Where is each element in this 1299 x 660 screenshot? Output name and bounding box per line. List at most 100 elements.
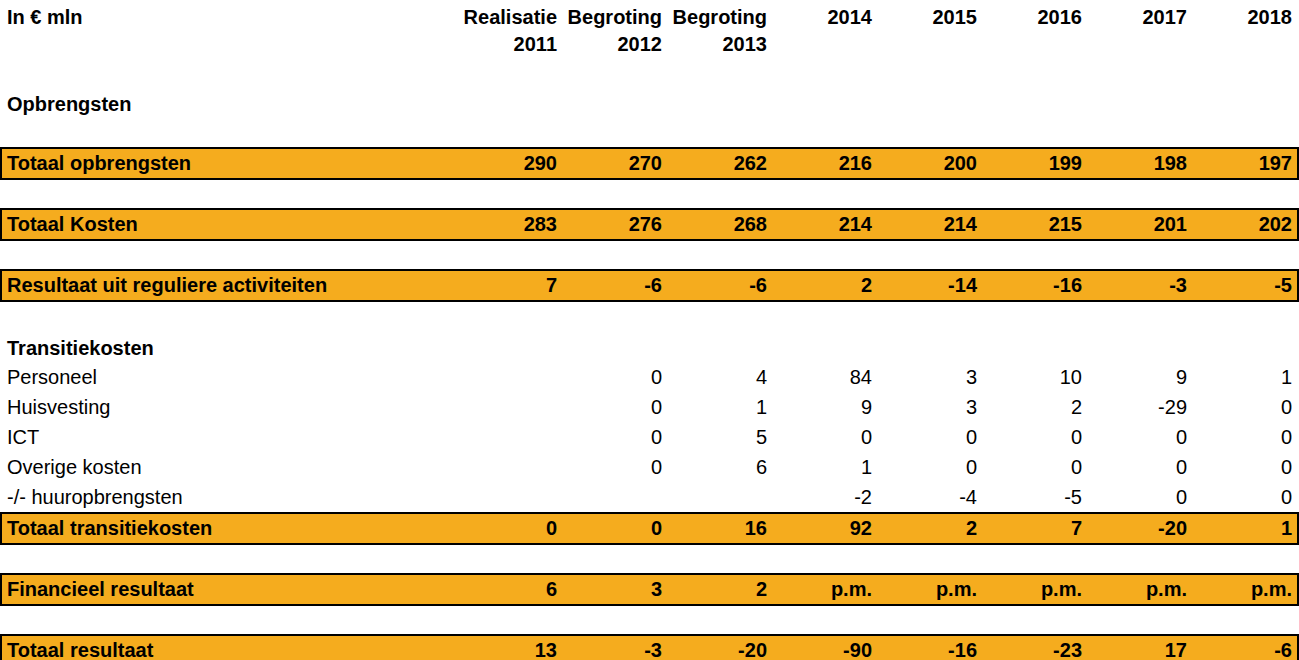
column-header-2015: 2015 — [874, 4, 979, 58]
value-cell: -2 — [769, 486, 874, 509]
value-cell: 10 — [979, 366, 1084, 389]
value-cell: 9 — [1084, 366, 1189, 389]
value-cell: 199 — [979, 152, 1084, 175]
value-cell: 4 — [664, 366, 769, 389]
total-row-totaal-kosten: Totaal Kosten283276268214214215201202 — [0, 208, 1299, 241]
value-cell: p.m. — [769, 578, 874, 601]
value-cell: 1 — [1189, 366, 1294, 389]
value-cell: 200 — [874, 152, 979, 175]
row-label: Totaal opbrengsten — [2, 152, 454, 175]
value-cell: 0 — [454, 517, 559, 540]
row-label: Huisvesting — [2, 396, 454, 419]
value-cell: p.m. — [979, 578, 1084, 601]
column-header-line2 — [874, 31, 977, 58]
value-cell: 262 — [664, 152, 769, 175]
value-cell: -5 — [1189, 274, 1294, 297]
value-cell: 0 — [559, 517, 664, 540]
value-cell: 0 — [1189, 486, 1294, 509]
column-header-line1: 2014 — [769, 4, 872, 31]
column-header-2018: 2018 — [1189, 4, 1294, 58]
value-cell: p.m. — [1189, 578, 1294, 601]
total-row-financieel-resultaat: Financieel resultaat632p.m.p.m.p.m.p.m.p… — [0, 573, 1299, 606]
value-cell: -14 — [874, 274, 979, 297]
detail-row-personeel: Personeel 048431091 — [0, 362, 1299, 392]
column-header-line2 — [1084, 31, 1187, 58]
value-cell: 0 — [1189, 426, 1294, 449]
value-cell: 214 — [769, 213, 874, 236]
row-label: Opbrengsten — [2, 93, 454, 116]
value-cell: p.m. — [874, 578, 979, 601]
value-cell: 3 — [874, 366, 979, 389]
value-cell: 1 — [1189, 517, 1294, 540]
unit-label: In € mln — [7, 4, 454, 31]
column-header-line2 — [1189, 31, 1292, 58]
detail-row-huisvesting: Huisvesting01932-290 — [0, 392, 1299, 422]
value-cell: 276 — [559, 213, 664, 236]
row-label: Totaal resultaat — [2, 639, 454, 660]
column-header-line1: 2017 — [1084, 4, 1187, 31]
total-row-totaal-transitiekosten: Totaal transitiekosten00169227-201 — [0, 512, 1299, 545]
row-label: ICT — [2, 426, 454, 449]
value-cell: 17 — [1084, 639, 1189, 660]
value-cell: 16 — [664, 517, 769, 540]
value-cell: 283 — [454, 213, 559, 236]
value-cell: 197 — [1189, 152, 1294, 175]
section-row-opbrengsten: Opbrengsten — [0, 90, 1299, 118]
column-header-line2 — [979, 31, 1082, 58]
value-cell: 2 — [769, 274, 874, 297]
column-header-line2 — [769, 31, 872, 58]
value-cell: -4 — [874, 486, 979, 509]
column-header-2011: Realisatie2011 — [454, 4, 559, 58]
detail-row-ict: ICT0500000 — [0, 422, 1299, 452]
column-header-2014: 2014 — [769, 4, 874, 58]
total-row-totaal-resultaat: Totaal resultaat13-3-20-90-16-2317-6 — [0, 634, 1299, 660]
column-header-line1: 2015 — [874, 4, 977, 31]
value-cell: -90 — [769, 639, 874, 660]
value-cell: -3 — [559, 639, 664, 660]
value-cell: 201 — [1084, 213, 1189, 236]
column-header-2013: Begroting2013 — [664, 4, 769, 58]
value-cell: 0 — [1189, 396, 1294, 419]
section-row-transitiekosten: Transitiekosten — [0, 334, 1299, 362]
row-label: Personeel — [2, 366, 454, 389]
row-label: Financieel resultaat — [2, 578, 454, 601]
column-header-line2: 2011 — [454, 31, 557, 58]
value-cell: 1 — [664, 396, 769, 419]
column-header-line2: 2013 — [664, 31, 767, 58]
value-cell: 0 — [979, 456, 1084, 479]
value-cell: 84 — [769, 366, 874, 389]
column-header-line2: 2012 — [559, 31, 662, 58]
value-cell: -20 — [1084, 517, 1189, 540]
column-header-2017: 2017 — [1084, 4, 1189, 58]
value-cell: 0 — [1084, 426, 1189, 449]
value-cell: 0 — [874, 456, 979, 479]
value-cell: -23 — [979, 639, 1084, 660]
value-cell: 270 — [559, 152, 664, 175]
value-cell: 0 — [1189, 456, 1294, 479]
value-cell: -3 — [1084, 274, 1189, 297]
detail-row-huuropbrengsten: -/- huuropbrengsten-2-4-500 — [0, 482, 1299, 512]
total-row-resultaat-uit-reguliere-activiteiten: Resultaat uit reguliere activiteiten7-6-… — [0, 269, 1299, 302]
value-cell: 1 — [769, 456, 874, 479]
unit-label-cell: In € mln — [2, 4, 454, 31]
row-label: Totaal transitiekosten — [2, 517, 454, 540]
value-cell: 215 — [979, 213, 1084, 236]
value-cell: 290 — [454, 152, 559, 175]
column-header-line1: 2016 — [979, 4, 1082, 31]
row-label: Transitiekosten — [2, 337, 454, 360]
value-cell: 6 — [664, 456, 769, 479]
value-cell: 0 — [559, 366, 664, 389]
value-cell: 7 — [979, 517, 1084, 540]
column-header-line1: Begroting — [559, 4, 662, 31]
value-cell: 216 — [769, 152, 874, 175]
table-header-row: In € mln Realisatie2011Begroting2012Begr… — [0, 2, 1299, 58]
value-cell: 7 — [454, 274, 559, 297]
column-header-2016: 2016 — [979, 4, 1084, 58]
value-cell: 2 — [874, 517, 979, 540]
value-cell: 0 — [559, 396, 664, 419]
column-header-line1: Begroting — [664, 4, 767, 31]
value-cell: 0 — [874, 426, 979, 449]
column-header-line1: Realisatie — [454, 4, 557, 31]
value-cell: -16 — [979, 274, 1084, 297]
row-label: -/- huuropbrengsten — [2, 486, 454, 509]
